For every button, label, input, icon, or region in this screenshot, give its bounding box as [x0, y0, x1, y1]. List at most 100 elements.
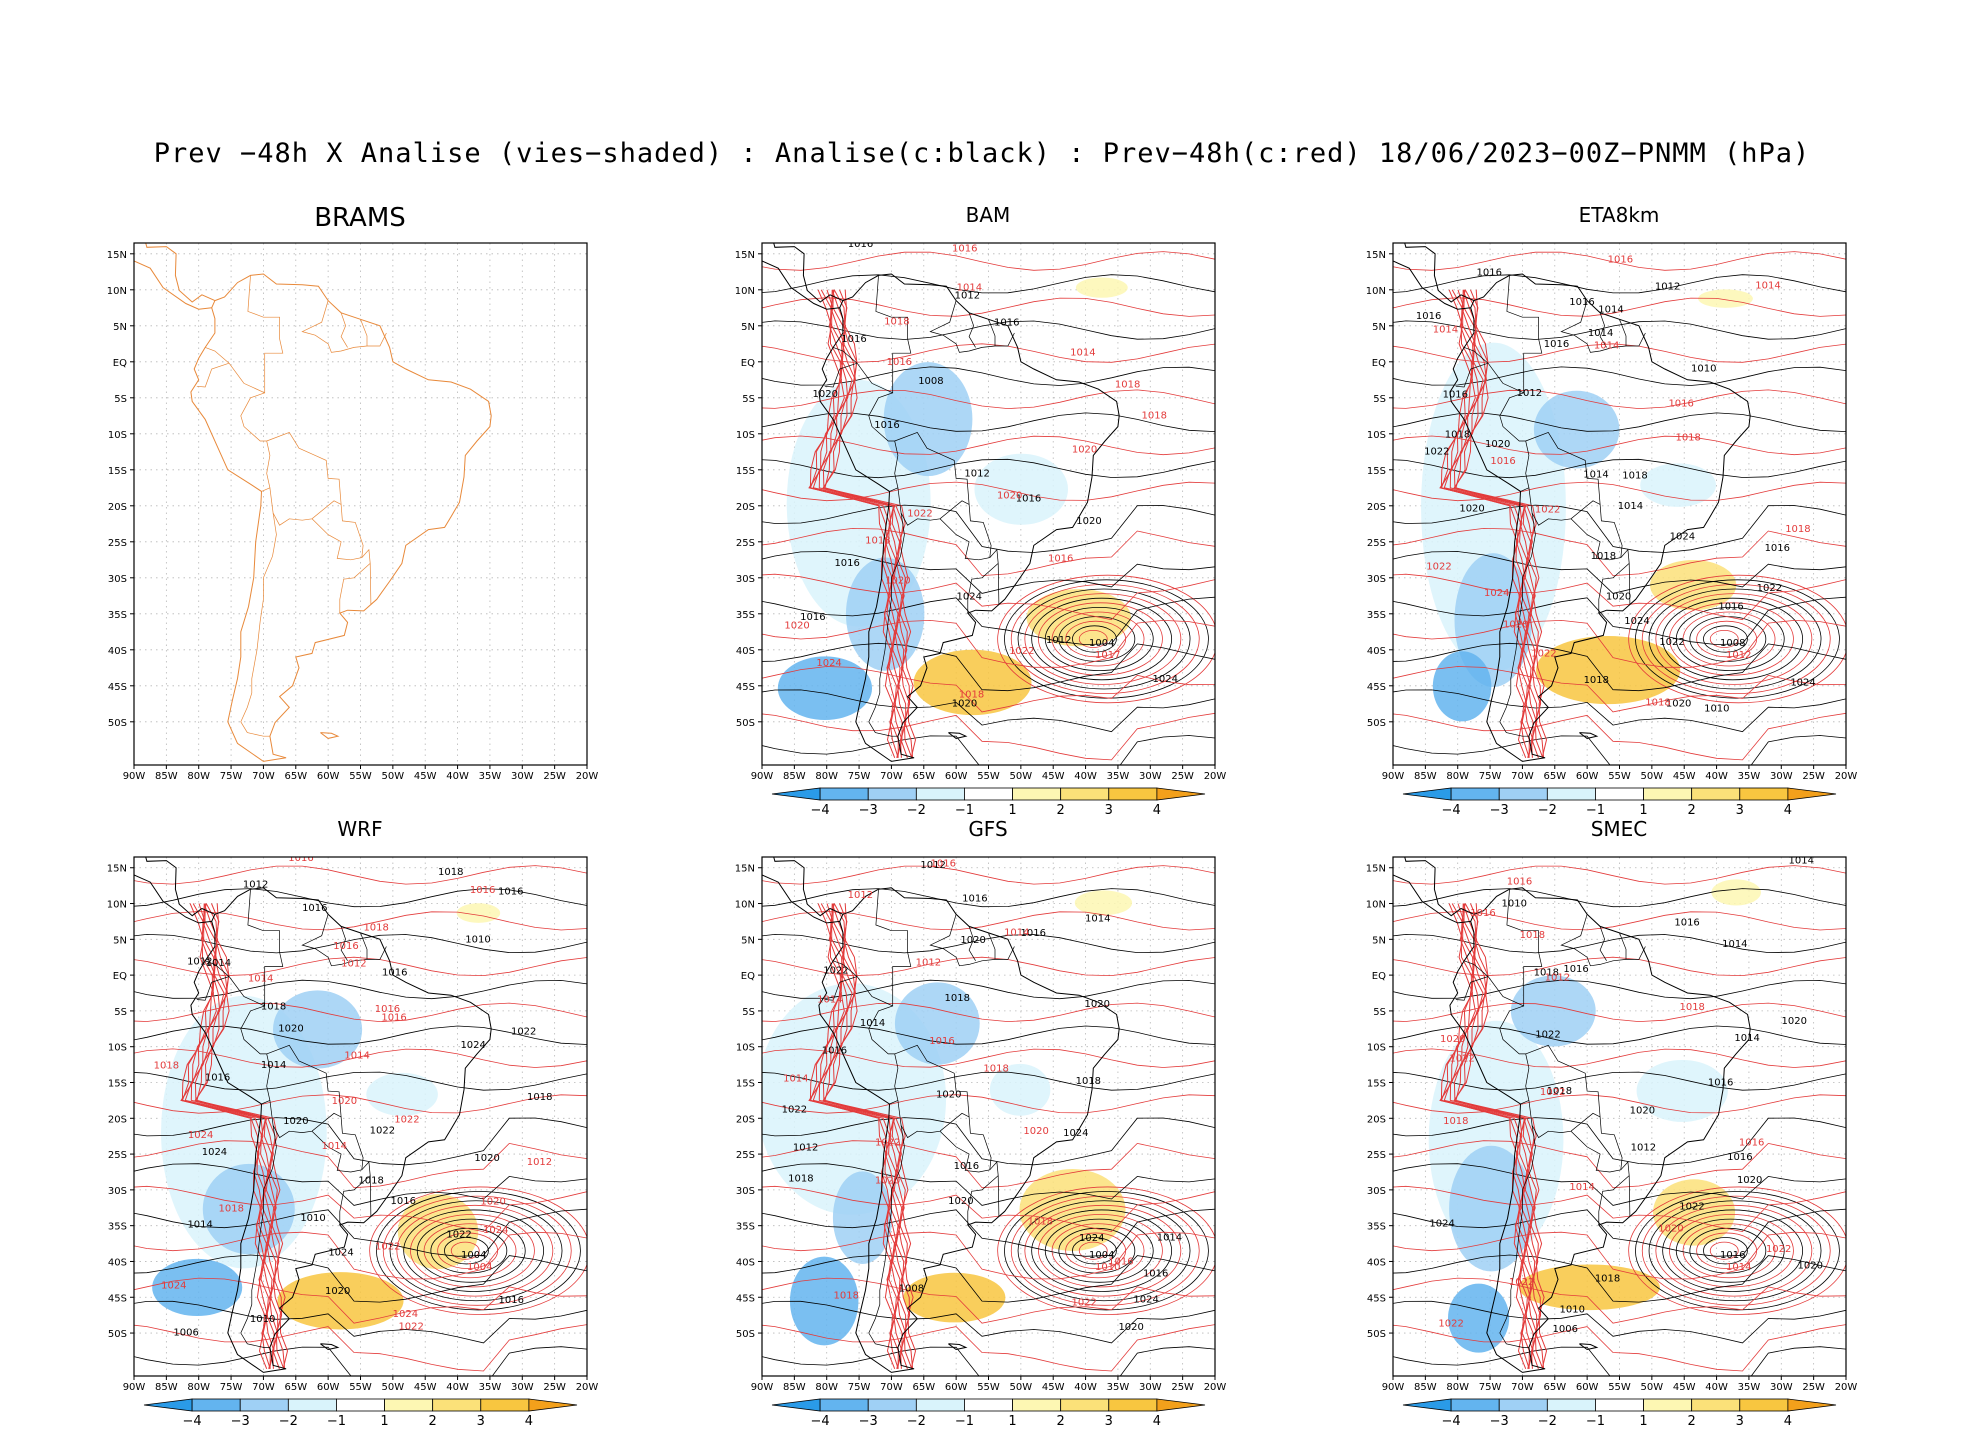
lat-tick-label: 20S	[1367, 502, 1386, 513]
contour-label: 1012	[916, 958, 941, 969]
contour-label: 1018	[834, 1290, 859, 1301]
lon-tick-label: 90W	[751, 771, 774, 782]
country-border	[939, 504, 992, 561]
country-border	[196, 976, 230, 1001]
contour-label: 1006	[173, 1327, 198, 1338]
country-border	[868, 392, 899, 492]
lon-tick-label: 45W	[1042, 771, 1065, 782]
contour-label: 1016	[800, 612, 825, 623]
lon-tick-label: 40W	[1074, 771, 1097, 782]
lat-tick-label: 15N	[735, 250, 755, 261]
contour-label: 1018	[1785, 524, 1810, 535]
colorbar-label: 3	[477, 1414, 485, 1429]
contour-label: 1016	[1443, 390, 1468, 401]
contour-label: 1008	[899, 1284, 924, 1295]
contour-label: 1018	[1520, 930, 1545, 941]
contour-label: 1014	[1594, 341, 1619, 352]
colorbar-label: −1	[955, 1414, 974, 1429]
lat-tick-label: 30S	[108, 1186, 127, 1197]
lon-tick-label: 25W	[1171, 1382, 1194, 1393]
contour-label: 1018	[1591, 551, 1616, 562]
lon-tick-label: 85W	[1414, 771, 1437, 782]
contour-label: 1022	[1766, 1244, 1791, 1255]
lon-tick-label: 35W	[1738, 771, 1761, 782]
contour-label: 1020	[474, 1153, 499, 1164]
contour-label: 1010	[1502, 899, 1527, 910]
lon-tick-label: 30W	[1770, 771, 1793, 782]
contour-label: 1012	[955, 290, 980, 301]
contour-label: 1024	[957, 592, 982, 603]
contour-label: 1016	[302, 903, 327, 914]
contour-label: 1022	[1535, 1030, 1560, 1041]
colorbar-label: −3	[1490, 1414, 1509, 1429]
contour-label: 1016	[1544, 339, 1569, 350]
lat-tick-label: 5S	[1373, 394, 1386, 405]
colorbar-label: 2	[429, 1414, 437, 1429]
lon-tick-label: 20W	[1835, 771, 1858, 782]
lon-tick-label: 25W	[1802, 771, 1825, 782]
lat-tick-label: 10N	[107, 900, 127, 911]
lat-tick-label: 50S	[108, 718, 127, 729]
lon-tick-label: 30W	[511, 1382, 534, 1393]
lat-tick-label: 45S	[736, 1293, 755, 1304]
lat-tick-label: 15N	[1366, 864, 1386, 875]
colorbar-label: −4	[1442, 803, 1461, 818]
contour-label: 1010	[1704, 704, 1729, 715]
contour-label: 1022	[394, 1115, 419, 1126]
lon-tick-label: 60W	[945, 771, 968, 782]
country-border	[1570, 504, 1623, 561]
lon-tick-label: 65W	[912, 771, 935, 782]
lon-tick-label: 25W	[543, 1382, 566, 1393]
lat-tick-label: 20S	[1367, 1114, 1386, 1125]
contour-label: 1010	[1559, 1304, 1584, 1315]
lat-tick-label: 5S	[742, 394, 755, 405]
country-border	[824, 362, 858, 388]
lon-tick-label: 30W	[1139, 771, 1162, 782]
country-border	[369, 563, 377, 606]
contour-label: 1014	[1157, 1232, 1182, 1243]
lat-tick-label: 5N	[1372, 935, 1386, 946]
contour-label: 1018	[1534, 967, 1559, 978]
lat-tick-label: 10N	[107, 286, 127, 297]
lat-tick-label: 10S	[736, 430, 755, 441]
contour-label: 1016	[1416, 311, 1441, 322]
contour-label: 1016	[1727, 1152, 1752, 1163]
contour-label: 1006	[1553, 1324, 1578, 1335]
contour-label: 1016	[887, 357, 912, 368]
contour-label: 1016	[382, 968, 407, 979]
lon-tick-label: 35W	[479, 1382, 502, 1393]
country-border	[1628, 563, 1636, 606]
contour-label: 1020	[1606, 591, 1631, 602]
contour-label: 1018	[1142, 410, 1167, 421]
country-border	[1464, 275, 1543, 394]
country-border	[1464, 889, 1543, 1007]
contour-label: 1024	[1153, 674, 1178, 685]
contour-label: 1016	[874, 420, 899, 431]
lon-tick-label: 65W	[1543, 1382, 1566, 1393]
contour-label: 1020	[948, 1196, 973, 1207]
lon-tick-label: 45W	[1042, 1382, 1065, 1393]
contour-label: 1024	[1429, 1219, 1454, 1230]
contour-label: 1014	[860, 1018, 885, 1029]
lon-tick-label: 75W	[848, 771, 871, 782]
lat-tick-label: 50S	[736, 1329, 755, 1340]
contour-label: 1020	[885, 575, 910, 586]
panel-wrf: 1018101210161016101010121014101610181020…	[107, 817, 599, 1429]
lon-tick-label: 25W	[1802, 1382, 1825, 1393]
lat-tick-label: 40S	[736, 646, 755, 657]
colorbar: −4 −3 −2 −1 1 2 3 4	[143, 1398, 578, 1429]
contour-label: 1022	[875, 1138, 900, 1149]
panel-title: BAM	[966, 203, 1011, 227]
contour-label: 1018	[1028, 1216, 1053, 1227]
contour-label: 1012	[527, 1157, 552, 1168]
country-border	[205, 889, 284, 1007]
contour-label: 1020	[1666, 699, 1691, 710]
contour-label: 1014	[187, 1219, 212, 1230]
panel-bam: 1016101210161016100810201016101210161020…	[735, 203, 1227, 818]
country-border	[939, 1116, 992, 1173]
colorbar-label: −2	[1538, 1414, 1557, 1429]
lon-tick-label: 75W	[1479, 771, 1502, 782]
contour-label: 1016	[1021, 928, 1046, 939]
contour-label: 1024	[1079, 1233, 1104, 1244]
country-border	[240, 1005, 271, 1105]
